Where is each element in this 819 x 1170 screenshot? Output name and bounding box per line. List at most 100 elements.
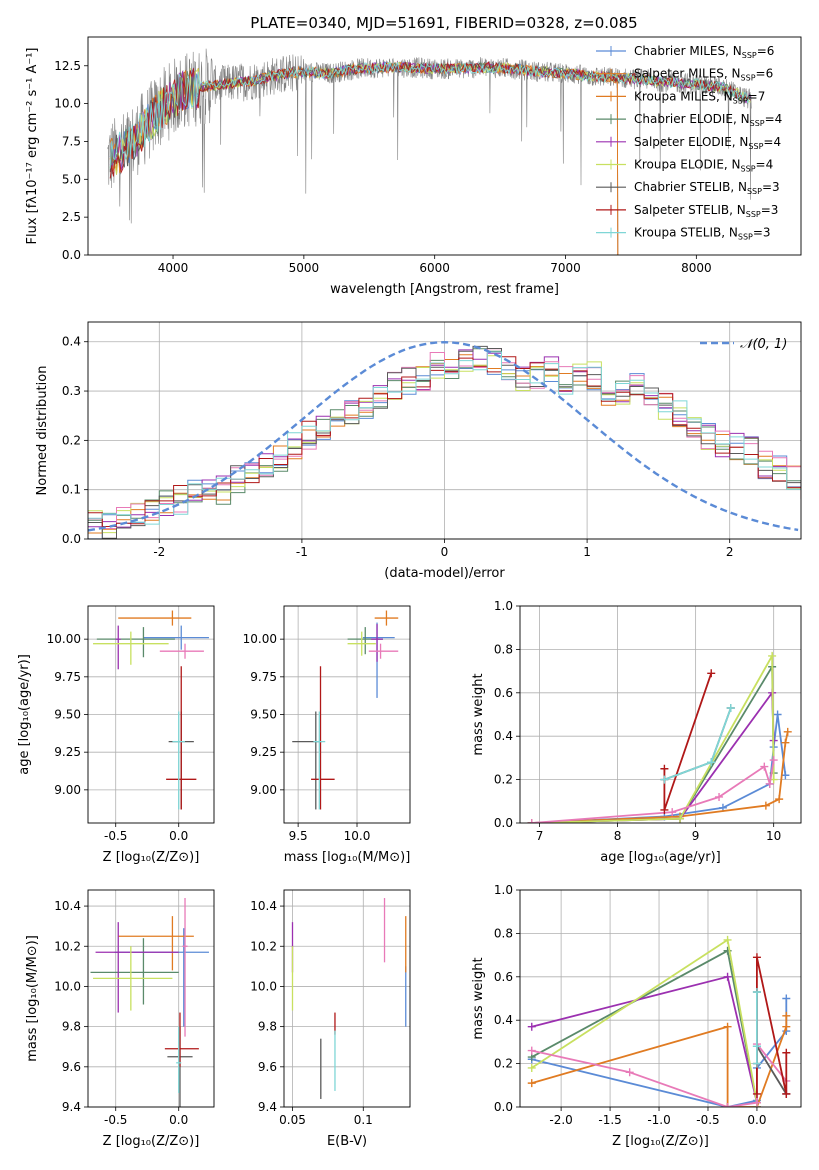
panel-spectrum: 4000 5000 6000 7000 8000 0.0 2.5 5.0 7.5 10.0 12.5… [25, 36, 802, 297]
x-tick-label: -2.0 [549, 1113, 572, 1127]
x-tick-label: 0 [441, 545, 449, 559]
x-axis-label: Z [log₁₀(Z/Z⊙)] [612, 1134, 709, 1149]
y-tick-label: 1.0 [494, 883, 513, 897]
x-tick-label: 0.0 [747, 1113, 766, 1127]
y-tick-label: 5.0 [62, 172, 81, 186]
legend-label-suffix: =4 [763, 135, 781, 149]
axes-frame [87, 889, 215, 1108]
panel-age_vs_mass: 9.5 10.0 9.00 9.25 9.50 9.75 10.00 mass [log₁₀(… [243, 605, 411, 865]
y-tick-label: 0.4 [494, 729, 513, 743]
x-tick-label: 1 [583, 545, 591, 559]
panel-weight_vs_age: 7 8 9 10 0.0 0.2 0.4 0.6 0.8 1.0 age [log₁₀(age/yr… [471, 599, 802, 865]
weight-point-marker [707, 758, 716, 767]
weight-point-marker [773, 710, 782, 719]
y-tick-label: 9.00 [250, 783, 277, 797]
axes-frame [87, 36, 802, 256]
weight-point-marker [752, 1098, 761, 1107]
y-axis-label: mass weight [471, 957, 486, 1039]
weight-series-line [756, 957, 788, 1095]
x-axis-label: (data-model)/error [384, 566, 505, 581]
weight-series-line [664, 707, 732, 781]
y-tick-label: 9.8 [62, 1020, 81, 1034]
x-tick-label: 6000 [419, 261, 450, 275]
weight-point-marker [726, 703, 735, 712]
weight-point-marker [660, 764, 669, 773]
x-tick-label: 10.0 [344, 829, 371, 843]
weight-series-line [531, 759, 775, 823]
panel-mass_vs_ebv: 0.05 0.1 9.4 9.6 9.8 10.0 10.2 10.4 E(B-V) [250, 889, 411, 1149]
residual-histogram-step [88, 356, 801, 527]
y-tick-label: 0.8 [494, 926, 513, 940]
residual-histogram-step [88, 365, 801, 539]
legend-label: Kroupa MILES, NSSP=7 [634, 89, 765, 105]
x-tick-label: -1.5 [598, 1113, 621, 1127]
plot-area [527, 651, 792, 823]
model-spectrum-line [109, 61, 752, 179]
y-tick-label: 7.5 [62, 134, 81, 148]
x-tick-label: 4000 [158, 261, 189, 275]
weight-point-marker [782, 994, 791, 1003]
weight-point-marker [660, 805, 669, 814]
residual-histogram-step [88, 349, 801, 528]
legend-label-suffix: =4 [756, 158, 774, 172]
plot-area [88, 340, 801, 539]
weight-point-marker [781, 771, 790, 780]
y-tick-label: 9.25 [54, 745, 81, 759]
axes-frame [87, 605, 215, 824]
legend-label-sub: SSP [741, 74, 756, 83]
y-tick-label: 0.1 [62, 483, 81, 497]
y-tick-label: 10.0 [54, 97, 81, 111]
weight-point-marker [527, 1046, 536, 1055]
weight-point-marker [723, 1103, 732, 1107]
y-tick-label: 0.6 [494, 970, 513, 984]
plot-area [291, 898, 407, 1099]
y-tick-label: 2.5 [62, 210, 81, 224]
weight-point-marker [782, 1022, 791, 1031]
legend-label-suffix: =7 [748, 89, 766, 103]
y-tick-label: 9.50 [54, 708, 81, 722]
weight-point-marker [782, 1089, 791, 1098]
weight-point-marker [676, 814, 685, 823]
y-tick-label: 9.6 [62, 1060, 81, 1074]
weight-series-line [531, 690, 775, 823]
model-spectrum-line [109, 61, 619, 255]
axes-frame [283, 889, 411, 1108]
x-axis-label: E(B-V) [327, 1134, 367, 1149]
weight-point-marker [783, 727, 792, 736]
y-tick-label: 10.2 [250, 939, 277, 953]
weight-series-line [531, 714, 787, 823]
y-tick-label: 9.50 [250, 708, 277, 722]
weight-point-marker [527, 1063, 536, 1072]
y-tick-label: 12.5 [54, 59, 81, 73]
panel-residuals: -2 -1 0 1 2 0.0 0.1 0.2 0.3 0.4 (data-model)/error… [35, 321, 802, 581]
x-axis-label: Z [log₁₀(Z/Z⊙)] [103, 850, 200, 865]
y-axis-label: age [log₁₀(age/yr)] [17, 654, 32, 775]
legend-label-sub: SSP [748, 142, 763, 151]
weight-series-line [531, 652, 775, 823]
x-tick-label: -0.5 [104, 1113, 127, 1127]
x-tick-label: 10 [766, 829, 781, 843]
weight-point-marker [752, 1042, 761, 1051]
legend-label-suffix: =3 [761, 203, 779, 217]
x-axis-label: wavelength [Angstrom, rest frame] [330, 282, 559, 297]
y-axis-label: Flux [fλ10⁻¹⁷ erg cm⁻² s⁻¹ A⁻¹] [25, 48, 40, 245]
x-tick-label: -0.5 [104, 829, 127, 843]
panel-age_vs_Z: -0.5 0.0 9.00 9.25 9.50 9.75 10.00 Z [log₁₀(Z/Z… [17, 605, 215, 865]
legend-label: Chabrier STELIB, NSSP=3 [634, 180, 780, 196]
x-tick-label: 7 [536, 829, 544, 843]
y-tick-label: 0.2 [62, 433, 81, 447]
y-tick-label: 0.8 [494, 642, 513, 656]
y-tick-label: 9.25 [250, 745, 277, 759]
x-tick-label: 5000 [289, 261, 320, 275]
legend-label: Salpeter STELIB, NSSP=3 [634, 203, 778, 219]
figure-title: PLATE=0340, MJD=51691, FIBERID=0328, z=0… [250, 14, 637, 32]
y-tick-label: 0.0 [494, 816, 513, 830]
y-tick-label: 10.0 [54, 979, 81, 993]
y-tick-label: 10.2 [54, 939, 81, 953]
legend-label-sub: SSP [738, 233, 753, 242]
y-tick-label: 9.75 [54, 670, 81, 684]
y-tick-label: 0.0 [62, 532, 81, 546]
y-tick-label: 10.4 [250, 899, 277, 913]
legend-label-sub: SSP [742, 51, 757, 60]
